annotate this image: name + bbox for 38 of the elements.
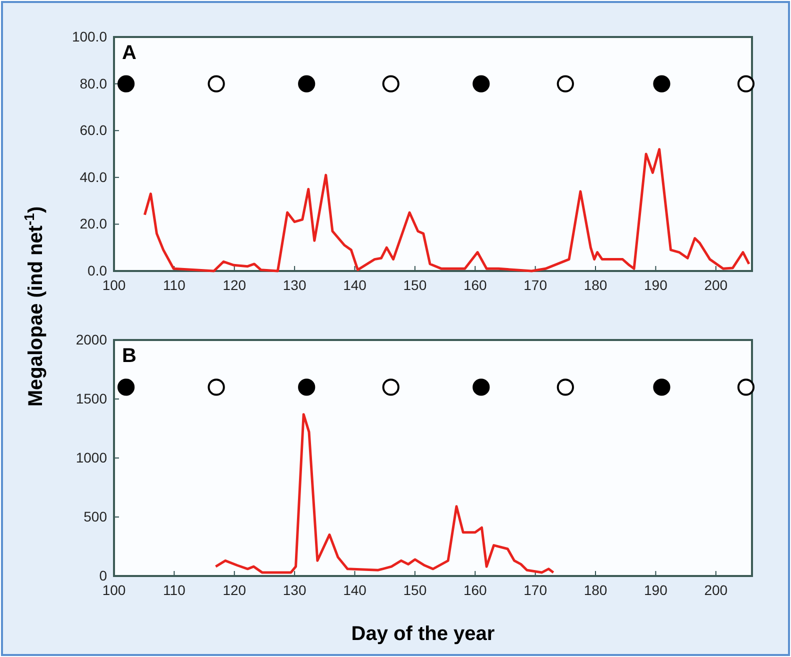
y-tick-label: 0.0 xyxy=(88,262,108,278)
x-tick-label: 190 xyxy=(644,582,668,598)
annotation: B xyxy=(122,345,136,367)
x-tick-label: 160 xyxy=(463,276,488,293)
y-tick-label: 40.0 xyxy=(80,168,108,185)
x-tick-label: 200 xyxy=(704,276,728,293)
y-tick-label: 20.0 xyxy=(80,216,108,232)
y-tick-label: 1500 xyxy=(76,390,108,406)
x-tick-label: 160 xyxy=(463,582,488,598)
x-tick-label: 140 xyxy=(343,276,367,293)
x-tick-label: 150 xyxy=(403,276,427,293)
x-tick-label: 130 xyxy=(282,276,306,293)
line-series xyxy=(214,413,555,574)
x-tick-label: 120 xyxy=(222,276,246,293)
x-tick-label: 150 xyxy=(403,582,427,598)
y-tick-label: 1000 xyxy=(76,449,108,466)
x-tick-label: 200 xyxy=(704,582,728,598)
x-tick-label: 130 xyxy=(282,582,306,598)
x-tick-label: 170 xyxy=(524,582,548,598)
x-tick-label: 180 xyxy=(584,276,608,293)
x-tick-label: 120 xyxy=(222,582,246,598)
x-tick-label: 100 xyxy=(102,582,126,598)
x-tick-label: 110 xyxy=(163,582,186,598)
line-series xyxy=(143,148,750,272)
x-tick-label: 140 xyxy=(343,582,367,598)
y-tick-label: 2000 xyxy=(76,331,108,348)
x-tick-label: 190 xyxy=(644,276,668,293)
y-tick-label: 100.0 xyxy=(72,28,108,44)
annotation: A xyxy=(122,42,136,64)
x-axis-title: Day of the year xyxy=(351,623,495,645)
x-tick-label: 180 xyxy=(584,582,608,598)
y-tick-label: 80.0 xyxy=(80,75,108,92)
x-tick-label: 100 xyxy=(102,276,126,293)
y-tick-label: 60.0 xyxy=(80,122,108,138)
x-tick-label: 170 xyxy=(524,276,548,293)
x-tick-label: 110 xyxy=(163,276,186,293)
y-tick-label: 500 xyxy=(84,508,108,524)
y-tick-label: 0 xyxy=(99,567,108,584)
